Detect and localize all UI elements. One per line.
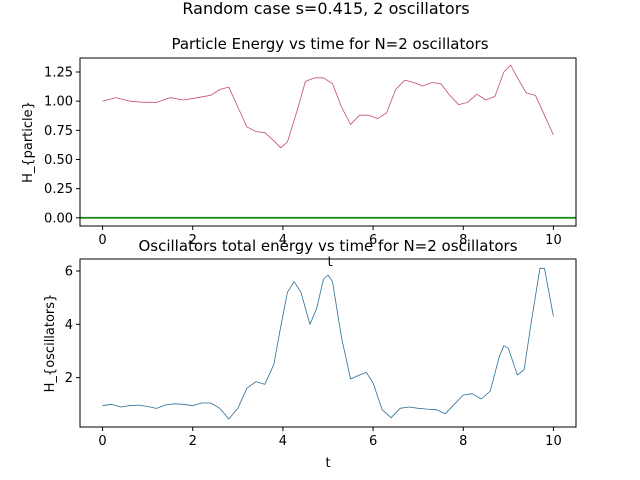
chart-top-ylabel: H_{particle} xyxy=(21,101,36,183)
chart-top-xtick-label: 8 xyxy=(459,233,467,248)
chart-bottom-xtick-label: 4 xyxy=(279,434,287,449)
chart-top-xtick-label: 10 xyxy=(545,233,562,248)
chart-bottom-xtick-label: 6 xyxy=(369,434,377,449)
chart-top-xtick-label: 2 xyxy=(189,233,197,248)
chart-top-ytick-label: 0.25 xyxy=(44,182,73,197)
chart-top-ytick-label: 0.00 xyxy=(44,211,73,226)
chart-top-xlabel: t xyxy=(327,255,332,270)
chart-bottom-xtick-label: 0 xyxy=(98,434,106,449)
chart-top-ytick-label: 0.50 xyxy=(44,153,73,168)
chart-top-ytick-label: 1.00 xyxy=(44,95,73,110)
chart-bottom: 0 2 4 6 8 10 2 4 6 Oscillators total energy vs t… xyxy=(43,237,577,471)
chart-bottom-xtick-label: 2 xyxy=(189,434,197,449)
chart-bottom-ylabel: H_{oscillators} xyxy=(43,294,58,393)
chart-bottom-frame xyxy=(79,258,577,428)
chart-bottom-ytick-label: 6 xyxy=(65,265,73,280)
chart-top-ytick-label: 0.75 xyxy=(44,124,73,139)
chart-top: Particle Energy vs time for N=2 oscillat… xyxy=(21,35,577,270)
chart-top-frame xyxy=(79,57,577,227)
chart-top-plot: 0 2 4 6 8 10 0.00 0.25 0.50 0.75 1.00 1.25 xyxy=(44,64,576,248)
chart-bottom-ytick-label: 2 xyxy=(65,371,73,386)
chart-bottom-xtick-label: 8 xyxy=(459,434,467,449)
chart-top-title: Particle Energy vs time for N=2 oscillat… xyxy=(171,35,488,53)
chart-top-xtick-label: 4 xyxy=(279,233,287,248)
chart-bottom-series-0-line xyxy=(102,267,554,420)
chart-bottom-plot: 0 2 4 6 8 10 2 4 6 xyxy=(65,265,562,450)
chart-top-series-0-line xyxy=(102,64,554,149)
chart-bottom-xlabel: t xyxy=(325,456,330,471)
chart-top-xtick-label: 0 xyxy=(98,233,106,248)
figure-suptitle: Random case s=0.415, 2 oscillators xyxy=(182,0,469,18)
chart-top-ytick-label: 1.25 xyxy=(44,66,73,81)
chart-bottom-ytick-label: 4 xyxy=(65,318,73,333)
chart-bottom-xtick-label: 10 xyxy=(545,434,562,449)
chart-bottom-title: Oscillators total energy vs time for N=2… xyxy=(138,237,517,255)
chart-top-xtick-label: 6 xyxy=(369,233,377,248)
